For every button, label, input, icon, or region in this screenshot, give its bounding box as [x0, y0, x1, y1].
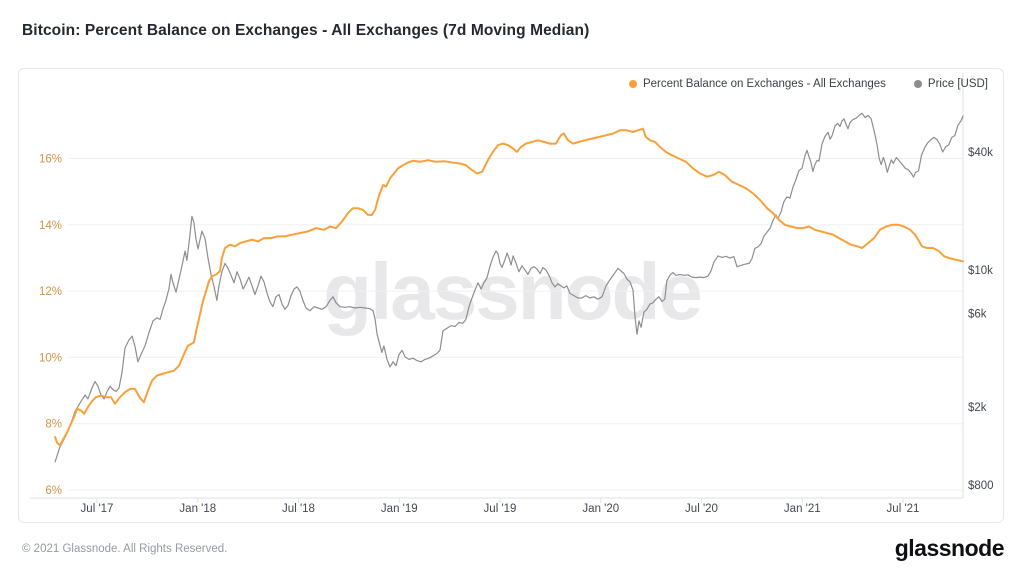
legend-item-percent-balance[interactable]: Percent Balance on Exchanges - All Excha…: [628, 78, 886, 90]
legend-label-price-usd: Price [USD]: [927, 78, 988, 90]
page-title: Bitcoin: Percent Balance on Exchanges - …: [22, 22, 590, 39]
copyright-text: © 2021 Glassnode. All Rights Reserved.: [22, 543, 228, 555]
glassnode-watermark: glassnode: [323, 247, 703, 336]
legend-item-price-usd[interactable]: Price [USD]: [913, 78, 988, 90]
legend-label-percent-balance: Percent Balance on Exchanges - All Excha…: [642, 78, 886, 90]
percent-balance-legend-dot-icon: [628, 80, 637, 88]
glassnode-logo: glassnode: [894, 535, 1005, 561]
price-usd-legend-dot-icon: [913, 80, 922, 88]
chart-legend: Percent Balance on Exchanges - All Excha…: [628, 78, 988, 90]
